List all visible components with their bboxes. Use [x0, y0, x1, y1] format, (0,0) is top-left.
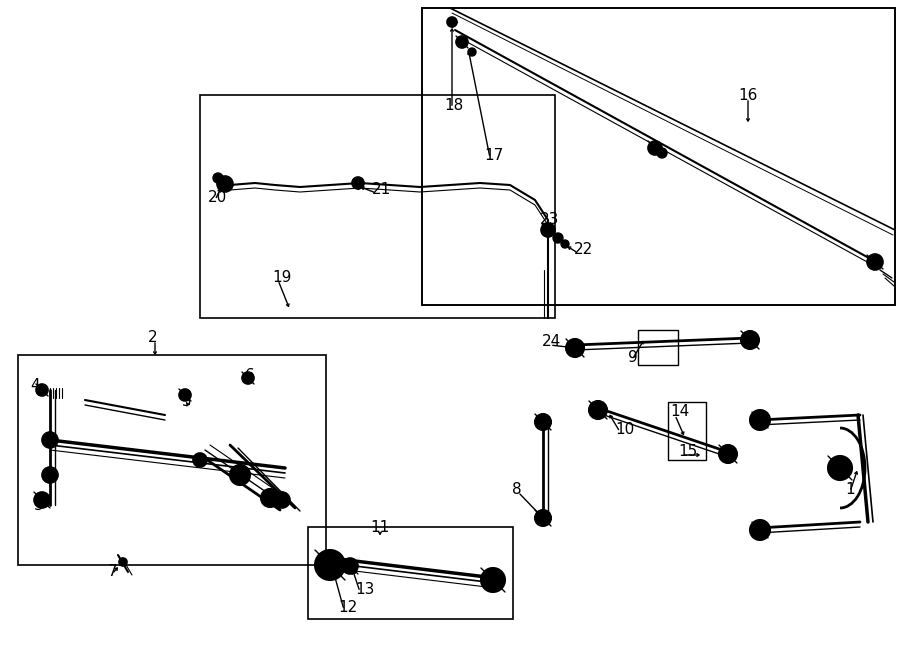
- Circle shape: [342, 558, 358, 574]
- Text: 5: 5: [182, 395, 192, 410]
- Text: 12: 12: [338, 600, 357, 615]
- Text: 21: 21: [372, 182, 392, 198]
- Text: 8: 8: [512, 483, 522, 498]
- Text: 11: 11: [370, 520, 389, 535]
- Circle shape: [589, 401, 607, 419]
- Circle shape: [36, 384, 48, 396]
- Bar: [668, 402, 706, 460]
- Bar: [18, 355, 326, 565]
- Text: 15: 15: [678, 444, 698, 459]
- Circle shape: [468, 48, 476, 56]
- Circle shape: [34, 492, 50, 508]
- Text: 17: 17: [484, 147, 503, 163]
- Circle shape: [274, 492, 290, 508]
- Circle shape: [315, 550, 345, 580]
- Circle shape: [242, 372, 254, 384]
- Circle shape: [750, 520, 770, 540]
- Text: 14: 14: [670, 405, 689, 420]
- Text: 18: 18: [444, 98, 464, 112]
- Circle shape: [481, 568, 505, 592]
- Text: 7: 7: [108, 564, 118, 580]
- Circle shape: [657, 148, 667, 158]
- Circle shape: [42, 432, 58, 448]
- Circle shape: [741, 331, 759, 349]
- Text: 4: 4: [30, 377, 40, 393]
- Circle shape: [828, 456, 852, 480]
- Text: 24: 24: [542, 334, 562, 350]
- Text: 9: 9: [628, 350, 638, 366]
- Circle shape: [561, 240, 569, 248]
- Text: 3: 3: [34, 498, 44, 512]
- Circle shape: [553, 233, 563, 243]
- Circle shape: [867, 254, 883, 270]
- Text: 20: 20: [208, 190, 227, 206]
- Bar: [200, 95, 555, 318]
- Text: 10: 10: [615, 422, 634, 438]
- Circle shape: [230, 465, 250, 485]
- Text: 16: 16: [738, 87, 758, 102]
- Circle shape: [179, 389, 191, 401]
- Text: 6: 6: [245, 368, 255, 383]
- Circle shape: [119, 558, 127, 566]
- Text: 1: 1: [845, 483, 855, 498]
- Circle shape: [261, 489, 279, 507]
- Circle shape: [456, 36, 468, 48]
- Circle shape: [541, 223, 555, 237]
- Circle shape: [719, 445, 737, 463]
- Bar: [638, 330, 678, 365]
- Circle shape: [566, 339, 584, 357]
- Circle shape: [352, 177, 364, 189]
- Text: 22: 22: [574, 243, 593, 258]
- Circle shape: [42, 467, 58, 483]
- Text: 13: 13: [355, 582, 374, 598]
- Text: 23: 23: [540, 212, 560, 227]
- Text: 2: 2: [148, 330, 157, 346]
- Circle shape: [213, 173, 223, 183]
- Circle shape: [447, 17, 457, 27]
- Circle shape: [648, 141, 662, 155]
- Circle shape: [217, 176, 233, 192]
- Circle shape: [193, 453, 207, 467]
- Circle shape: [750, 410, 770, 430]
- Bar: [308, 527, 513, 619]
- Circle shape: [535, 414, 551, 430]
- Text: 19: 19: [272, 270, 292, 286]
- Circle shape: [535, 510, 551, 526]
